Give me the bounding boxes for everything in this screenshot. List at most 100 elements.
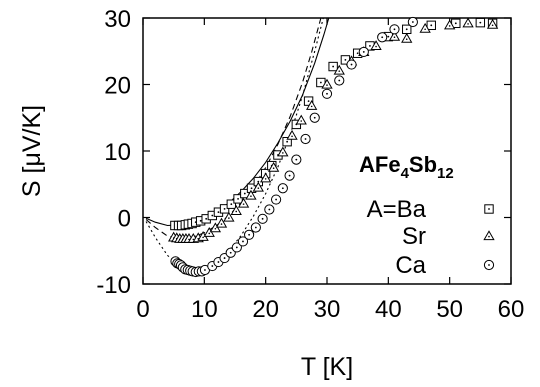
data-point-square-dot — [211, 214, 214, 217]
data-point-triangle — [321, 78, 333, 89]
data-point-triangle-dot — [467, 23, 469, 25]
data-point-triangle-dot — [424, 28, 426, 31]
data-point-square-dot — [217, 211, 220, 214]
data-point-circle-dot — [411, 21, 414, 23]
data-point-triangle-dot — [272, 167, 275, 170]
data-point-triangle-dot — [491, 24, 494, 27]
data-point-triangle-dot — [338, 70, 341, 72]
data-point-square-dot — [307, 100, 310, 103]
data-point-square-dot — [332, 65, 335, 68]
data-point-triangle — [252, 181, 264, 192]
data-point-square-dot — [344, 58, 347, 61]
data-point-circle-dot — [281, 187, 284, 190]
data-point-triangle — [267, 161, 280, 172]
data-point-circle-dot — [393, 28, 396, 31]
data-point-circle-dot — [350, 63, 353, 66]
data-point-square-dot — [405, 28, 408, 31]
data-point-triangle — [333, 64, 345, 75]
legend-marker-square-dot — [488, 208, 490, 210]
data-point-triangle-dot — [208, 232, 211, 235]
data-point-triangle-dot — [235, 210, 238, 213]
data-point-circle-dot — [381, 36, 384, 39]
data-point-circle-dot — [326, 92, 328, 95]
legend-marker-triangle — [483, 230, 495, 241]
x-tick-label: 60 — [498, 296, 525, 323]
data-point-circle-dot — [254, 226, 257, 229]
legend-marker-circle-dot — [488, 264, 490, 266]
data-point-square-dot — [286, 140, 289, 143]
axis-ticks — [142, 17, 512, 285]
data-point-triangle-dot — [310, 105, 313, 108]
data-point-circle-dot — [295, 158, 298, 161]
data-point-triangle-dot — [257, 187, 260, 189]
data-point-triangle — [370, 40, 382, 51]
y-axis-title: S [μV/K] — [18, 105, 46, 197]
data-point-triangle-dot — [448, 25, 451, 27]
data-point-triangle-dot — [192, 238, 195, 241]
data-point-circle-dot — [248, 233, 251, 236]
x-tick-label: 50 — [436, 296, 463, 323]
data-point-triangle-dot — [282, 152, 284, 154]
data-point-circle-dot — [217, 261, 220, 263]
x-tick-label: 30 — [314, 296, 341, 323]
legend-label-ba: A=Ba — [367, 196, 427, 223]
data-point-triangle-dot — [202, 236, 204, 239]
data-point-triangle-dot — [220, 223, 223, 225]
data-point-triangle — [401, 32, 413, 43]
data-point-triangle-dot — [393, 36, 396, 39]
data-point-triangle-dot — [326, 84, 328, 86]
y-tick-label: 30 — [104, 6, 131, 33]
legend-label-sr: Sr — [402, 223, 426, 250]
data-point-circle-dot — [204, 269, 206, 271]
data-point-square-dot — [205, 217, 208, 220]
fit-curve-dotted — [145, 17, 324, 272]
data-point-circle-dot — [235, 246, 238, 249]
data-point-triangle — [215, 217, 228, 228]
annotation-sub1: 4 — [401, 165, 410, 182]
data-point-triangle — [277, 146, 289, 157]
data-point-circle-dot — [338, 79, 341, 82]
legend-marker-triangle-dot — [488, 235, 490, 238]
data-point-circle-dot — [313, 116, 316, 119]
data-point-square-dot — [250, 187, 253, 190]
annotation-main: AFe — [359, 152, 401, 177]
data-points — [168, 16, 499, 278]
data-point-triangle — [223, 211, 235, 222]
data-point-triangle — [444, 19, 456, 30]
data-point-triangle — [388, 30, 401, 41]
legend-label-ca: Ca — [395, 252, 426, 279]
data-point-square-dot — [257, 180, 260, 183]
data-point-square-dot — [454, 22, 457, 25]
plot-frame — [142, 17, 512, 285]
data-point-square-dot — [430, 24, 433, 27]
legend-markers — [483, 204, 495, 271]
x-tick-label: 10 — [191, 296, 218, 323]
data-point-triangle — [295, 114, 307, 125]
data-point-circle-dot — [261, 217, 264, 220]
data-point-circle-dot — [242, 240, 244, 243]
data-point-triangle-dot — [300, 120, 303, 122]
x-tick-label: 40 — [375, 296, 402, 323]
annotation-mid: Sb — [409, 152, 437, 177]
data-point-circle-dot — [304, 138, 307, 140]
data-point-circle-dot — [223, 257, 226, 259]
data-point-triangle-dot — [242, 203, 245, 205]
data-point-circle-dot — [362, 51, 365, 53]
y-tick-label: 0 — [118, 206, 131, 233]
data-point-circle-dot — [211, 265, 214, 267]
data-point-triangle — [237, 197, 250, 208]
data-point-triangle-dot — [250, 195, 252, 197]
legend: A=Ba Sr Ca — [367, 196, 495, 279]
y-tick-label: 20 — [104, 73, 131, 100]
data-point-square-dot — [230, 203, 233, 206]
data-point-triangle — [260, 172, 272, 183]
data-point-square-dot — [356, 52, 359, 55]
data-point-triangle-dot — [214, 227, 217, 230]
series-circle — [170, 16, 418, 278]
data-point-square-dot — [199, 219, 202, 222]
data-point-triangle — [245, 189, 257, 200]
data-point-square-dot — [319, 81, 322, 84]
data-point-square-dot — [243, 192, 246, 195]
